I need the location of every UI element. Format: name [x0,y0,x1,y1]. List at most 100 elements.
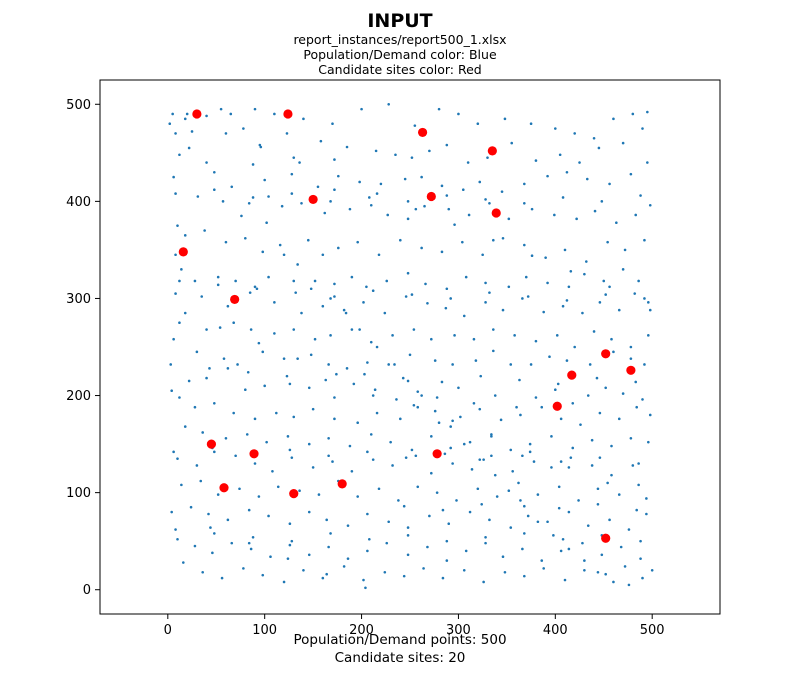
y-tick-label: 500 [66,98,91,113]
x-tick-label: 400 [543,623,568,638]
demand-point [348,207,352,211]
demand-point [288,522,292,526]
demand-point [176,457,179,460]
demand-point [559,460,563,463]
demand-point [403,177,407,181]
demand-point [366,450,369,454]
demand-point [492,328,495,331]
demand-point [362,578,365,582]
demand-point [182,561,185,564]
demand-point [488,518,491,522]
demand-point [389,440,392,444]
demand-point [554,388,557,392]
demand-series [168,102,654,590]
demand-point [476,122,480,125]
demand-point [435,396,439,399]
demand-point [255,287,259,291]
demand-point [337,246,340,250]
demand-point [261,350,265,354]
demand-point [451,462,454,465]
demand-point [598,301,602,304]
demand-point [430,471,433,475]
demand-point [420,394,423,397]
demand-point [282,357,286,360]
x-axis: 0 100 200 300 400 500 [164,614,665,638]
candidate-site-point [552,401,562,411]
demand-point [333,417,336,421]
demand-point [397,499,400,502]
demand-point [604,293,607,296]
demand-point [350,328,354,331]
demand-point [553,213,556,217]
demand-point [646,161,649,164]
demand-point [335,372,338,376]
candidate-site-point [487,146,497,156]
demand-point [234,454,237,458]
demand-point [180,483,183,487]
demand-point [346,557,350,560]
demand-point [604,572,607,576]
demand-point [563,578,567,582]
demand-point [453,223,456,226]
demand-point [526,295,530,298]
demand-point [441,508,445,512]
demand-point [246,370,250,374]
demand-point [333,295,336,298]
chart-subtitle-file: report_instances/report500_1.xlsx [293,32,507,47]
demand-point [422,567,425,570]
demand-point [499,418,503,422]
demand-point [621,141,625,145]
x-tick-label: 100 [252,623,277,638]
demand-point [420,246,423,250]
demand-point [356,240,359,244]
demand-point [286,557,290,560]
demand-point [486,156,489,159]
demand-point [190,130,194,133]
demand-point [216,275,220,279]
demand-point [218,326,222,329]
x-tick-label: 200 [349,623,374,638]
demand-point [464,275,468,279]
demand-point [408,353,412,357]
demand-point [369,433,373,436]
demand-point [387,520,390,524]
demand-point [435,491,439,494]
demand-point [459,415,462,419]
demand-point [401,376,405,380]
demand-point [193,405,197,409]
candidate-site-point [426,191,436,202]
demand-point [253,107,257,111]
demand-point [493,394,497,397]
demand-point [575,217,578,221]
demand-point [586,394,590,397]
demand-point [311,407,315,411]
demand-point [360,107,363,111]
demand-point [583,272,586,276]
demand-point [546,281,549,285]
demand-point [213,188,216,192]
demand-point [208,367,211,370]
demand-point [247,202,251,205]
demand-point [285,132,289,135]
demand-point [342,308,346,312]
demand-point [480,502,483,506]
demand-point [371,289,375,292]
demand-point [240,214,243,218]
x-tick-label: 500 [640,623,665,638]
demand-point [170,510,173,514]
demand-point [416,390,420,393]
demand-point [383,311,387,315]
demand-point [211,551,214,555]
y-tick-label: 400 [66,195,91,210]
demand-point [529,122,533,125]
demand-point [530,207,534,211]
demand-point [302,117,305,121]
demand-point [523,182,526,186]
demand-point [393,363,396,366]
demand-point [371,394,375,397]
demand-point [627,528,631,531]
demand-point [373,388,377,392]
demand-point [288,382,292,386]
demand-point [426,545,429,549]
candidate-site-point [567,370,577,380]
